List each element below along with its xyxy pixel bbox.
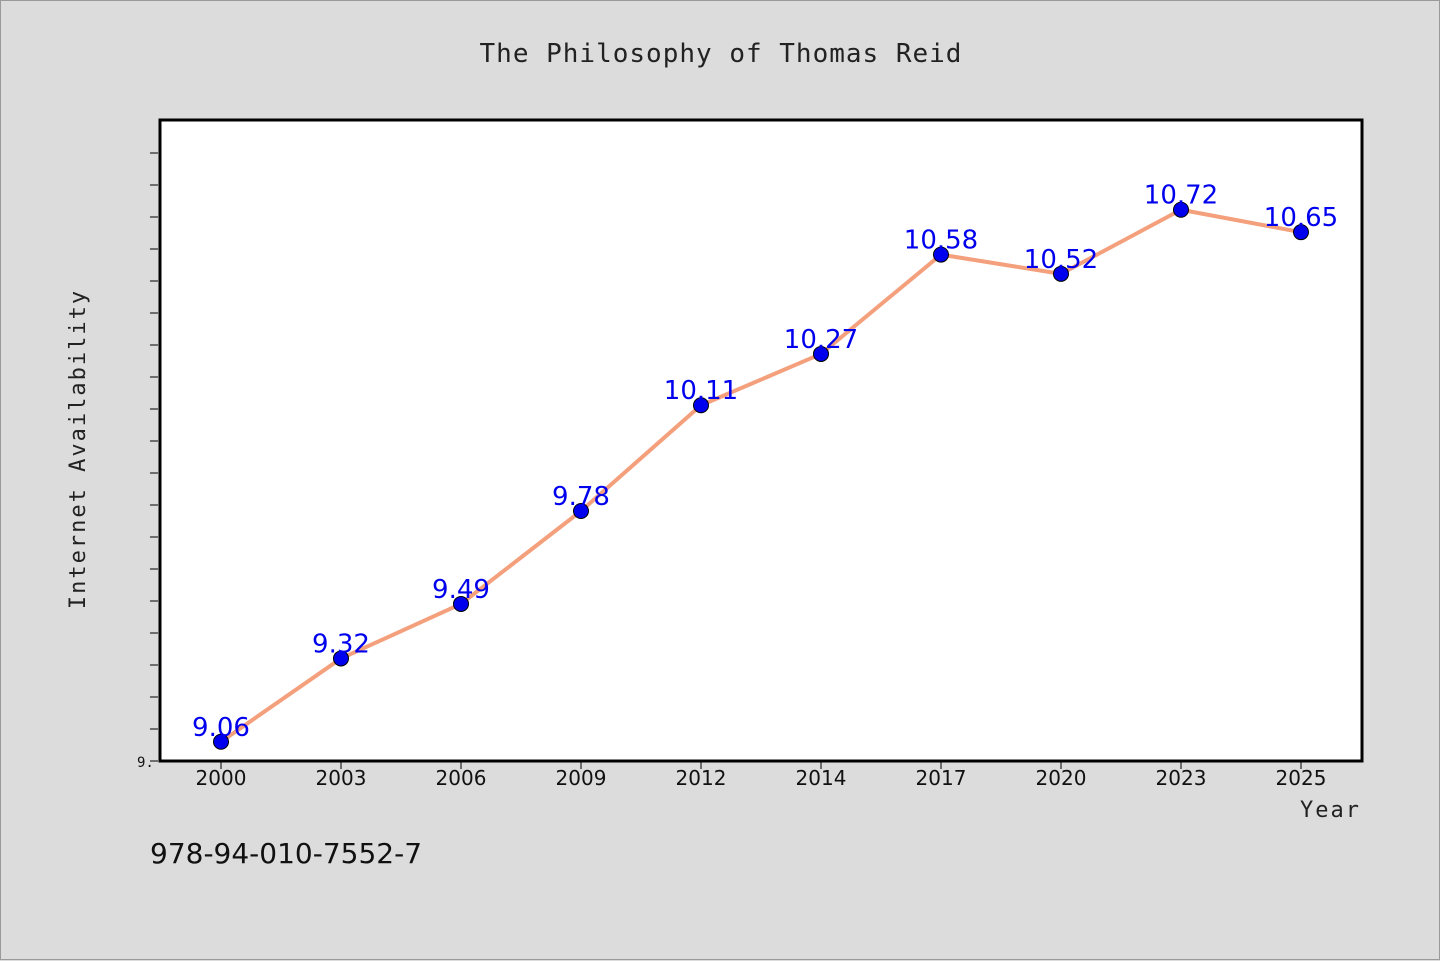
plot-area — [158, 118, 1364, 763]
x-tick-label: 2000 — [196, 766, 247, 790]
data-point — [333, 650, 349, 667]
series-markers — [213, 201, 1309, 750]
data-point — [453, 595, 469, 612]
x-axis-ticks: 2000 2003 2006 2009 2012 2014 2017 2020 2023 2025 — [196, 761, 1327, 790]
x-tick-label: 2009 — [556, 766, 607, 790]
data-label: 9.78 — [552, 482, 610, 512]
data-label: 10.52 — [1024, 245, 1098, 275]
data-label: 10.11 — [664, 376, 738, 406]
x-tick-label: 2012 — [676, 766, 727, 790]
x-tick-label: 2003 — [316, 766, 367, 790]
y-axis-label: Internet Availability — [66, 289, 91, 609]
x-tick-label: 2020 — [1036, 766, 1087, 790]
x-tick-label: 2017 — [916, 766, 967, 790]
data-point — [573, 503, 589, 520]
data-point — [933, 246, 949, 263]
data-label: 10.27 — [784, 325, 858, 355]
data-label: 10.72 — [1144, 181, 1218, 211]
data-label: 9.49 — [432, 575, 490, 605]
data-point — [213, 733, 229, 750]
isbn-text: 978-94-010-7552-7 — [150, 837, 422, 870]
data-point — [813, 345, 829, 362]
data-point — [693, 397, 709, 414]
x-tick-label: 2025 — [1276, 766, 1327, 790]
data-point — [1173, 201, 1189, 218]
chart-title: The Philosophy of Thomas Reid — [480, 39, 963, 69]
x-axis-label: Year — [1300, 798, 1361, 823]
data-label: 9.06 — [192, 713, 250, 743]
data-labels: 9.06 9.32 9.49 9.78 10.11 10.27 10.58 10.52 10.7… — [192, 181, 1338, 743]
data-point — [1053, 265, 1069, 282]
data-point — [1293, 224, 1309, 241]
x-tick-label: 2006 — [436, 766, 487, 790]
x-tick-label: 2023 — [1156, 766, 1207, 790]
y-tick-label: 9. — [137, 755, 154, 771]
data-label: 10.58 — [904, 226, 978, 256]
x-tick-label: 2014 — [796, 766, 847, 790]
series-line — [219, 207, 1302, 744]
data-label: 9.32 — [312, 629, 370, 659]
data-label: 10.65 — [1264, 203, 1338, 233]
y-axis-ticks — [150, 152, 158, 762]
